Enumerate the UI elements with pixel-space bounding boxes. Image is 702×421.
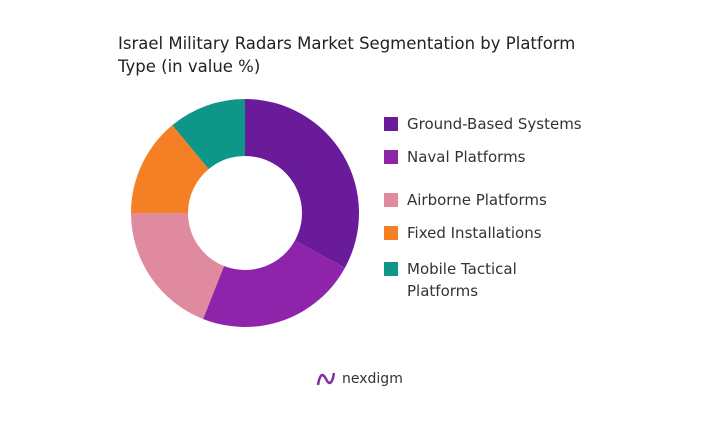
donut-segment xyxy=(245,99,359,268)
donut-segment xyxy=(172,99,245,170)
legend-label: Ground-Based Systems xyxy=(407,115,582,133)
chart-title: Israel Military Radars Market Segmentati… xyxy=(118,34,576,76)
legend-item: Ground-Based Systems xyxy=(384,113,587,135)
legend-label: Naval Platforms xyxy=(407,148,526,166)
logo-icon xyxy=(316,372,336,386)
legend-label: Mobile Tactical Platforms xyxy=(407,260,517,300)
legend-item: Airborne Platforms xyxy=(384,189,587,211)
legend-item: Naval Platforms xyxy=(384,146,587,168)
legend-item: Fixed Installations xyxy=(384,222,587,244)
legend-label: Airborne Platforms xyxy=(407,191,547,209)
brand-name: nexdigm xyxy=(342,371,403,387)
legend-swatch xyxy=(384,117,398,131)
donut-segment xyxy=(131,213,225,319)
legend-swatch xyxy=(384,193,398,207)
legend-label: Fixed Installations xyxy=(407,224,542,242)
legend-swatch xyxy=(384,226,398,240)
legend-swatch xyxy=(384,150,398,164)
donut-segment xyxy=(131,125,209,213)
logo: nexdigm xyxy=(316,369,403,389)
legend-item: Mobile Tactical Platforms xyxy=(384,258,587,302)
legend-swatch xyxy=(384,262,398,276)
donut-segment xyxy=(203,240,345,327)
